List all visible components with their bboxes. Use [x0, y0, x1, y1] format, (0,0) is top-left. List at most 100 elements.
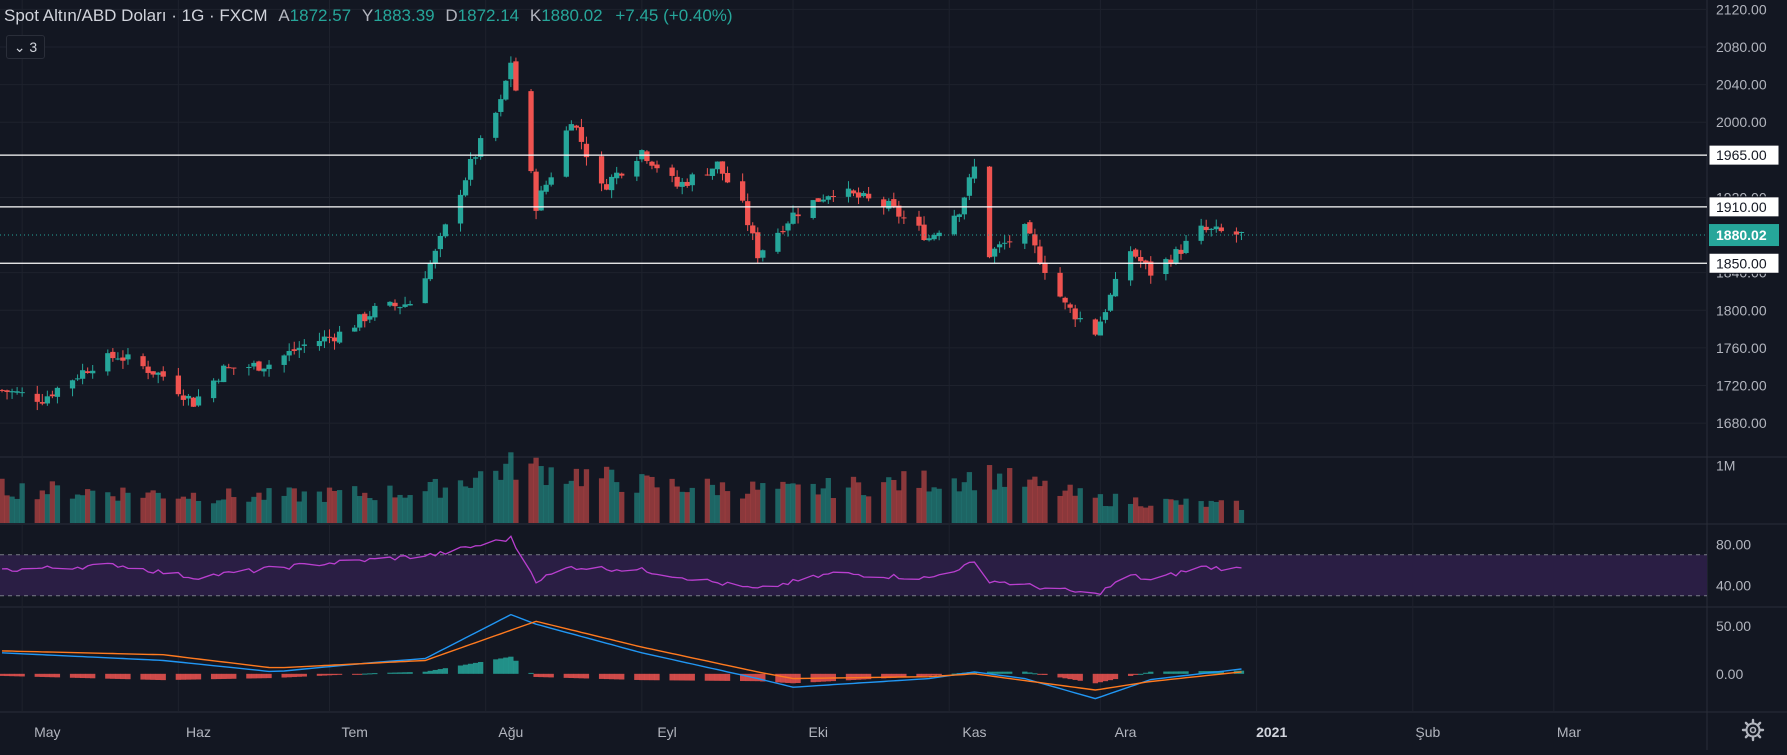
macd-histogram-bar — [79, 673, 86, 679]
volume-bar — [120, 487, 126, 523]
candle-body — [1057, 272, 1063, 297]
candle-body — [780, 231, 786, 233]
volume-bar — [986, 465, 993, 523]
macd-histogram-bar — [392, 672, 398, 674]
macd-histogram-bar — [1143, 672, 1149, 674]
candle-body — [286, 350, 292, 356]
candle-body — [724, 172, 731, 183]
volume-bar — [603, 466, 610, 523]
candle-body — [740, 181, 746, 201]
macd-histogram-bar — [644, 673, 650, 681]
volume-bar — [251, 496, 257, 523]
candle-body — [407, 303, 413, 306]
candle-body — [231, 367, 237, 369]
macd-histogram-bar — [74, 673, 81, 678]
volume-bar — [422, 491, 428, 523]
symbol-title[interactable]: Spot Altın/ABD Doları · 1G · FXCM — [4, 6, 268, 25]
volume-bar — [855, 482, 862, 523]
volume-bar — [1102, 506, 1109, 523]
gear-icon[interactable] — [1741, 718, 1765, 742]
macd-histogram-bar — [634, 673, 640, 680]
macd-histogram-bar — [1067, 673, 1073, 680]
indicators-toggle-button[interactable]: ⌄ 3 — [6, 35, 45, 59]
macd-histogram-bar — [69, 673, 76, 678]
volume-bar — [110, 496, 116, 523]
macd-histogram-bar — [1007, 671, 1013, 674]
macd-histogram-bar — [598, 673, 605, 679]
rsi-tick-label: 40.00 — [1716, 578, 1751, 594]
candle-body — [493, 112, 499, 138]
candle-body — [49, 394, 56, 397]
macd-histogram-bar — [1148, 671, 1154, 674]
candle-body — [105, 353, 111, 372]
candle-body — [845, 188, 852, 197]
volume-bar — [1163, 498, 1169, 523]
macd-histogram-bar — [578, 673, 585, 679]
time-axis-label: Ara — [1115, 724, 1137, 740]
candle-body — [190, 397, 197, 407]
candle-body — [9, 391, 15, 393]
candle-body — [150, 371, 156, 375]
volume-bar — [865, 496, 872, 523]
volume-bar — [432, 478, 438, 523]
volume-bar — [1112, 493, 1119, 523]
volume-bar — [830, 498, 836, 523]
macd-histogram-bar — [326, 673, 333, 676]
volume-bar — [755, 489, 761, 523]
candle-body — [714, 161, 721, 170]
volume-bar — [538, 466, 544, 523]
volume-bar — [573, 468, 580, 523]
candle-body — [790, 212, 796, 224]
candle-body — [709, 168, 716, 176]
time-axis-label: Eyl — [657, 724, 676, 740]
macd-histogram-bar — [508, 656, 514, 674]
macd-histogram-bar — [1022, 671, 1028, 674]
candle-body — [352, 327, 358, 332]
volume-bar — [881, 482, 887, 523]
candle-body — [1133, 249, 1139, 257]
volume-bar — [926, 491, 932, 523]
candle-body — [986, 166, 993, 258]
macd-histogram-bar — [689, 673, 695, 681]
horizontal-line-label: 1850.00 — [1716, 255, 1767, 271]
volume-bar — [155, 492, 161, 523]
candle-body — [891, 199, 897, 207]
volume-bar — [745, 493, 751, 523]
macd-histogram-bar — [936, 673, 942, 675]
macd-histogram-bar — [120, 673, 126, 680]
macd-histogram-bar — [543, 673, 549, 678]
candle-body — [926, 238, 932, 241]
volume-bar — [513, 479, 519, 523]
volume-bar — [367, 498, 373, 523]
macd-histogram-bar — [422, 671, 428, 674]
volume-bar — [528, 463, 534, 523]
macd-histogram-bar — [210, 673, 217, 680]
candle-body — [462, 180, 469, 196]
volume-bar — [679, 491, 685, 523]
macd-histogram-bar — [1102, 673, 1109, 682]
macd-histogram-bar — [407, 672, 413, 674]
macd-histogram-bar — [1032, 673, 1038, 675]
macd-histogram-bar — [684, 673, 690, 681]
macd-histogram-bar — [649, 673, 655, 681]
candle-body — [578, 127, 585, 142]
volume-bar — [246, 501, 252, 523]
macd-histogram-bar — [755, 673, 761, 682]
time-axis-label: Ağu — [498, 724, 523, 740]
macd-histogram-bar — [740, 673, 746, 682]
volume-bar — [810, 483, 816, 523]
candle-body — [568, 124, 574, 131]
time-axis-label: 2021 — [1256, 724, 1287, 740]
macd-histogram-bar — [921, 673, 927, 677]
volume-bar — [674, 486, 680, 523]
candle-body — [437, 236, 443, 250]
candle-body — [316, 341, 323, 347]
volume-bar — [457, 480, 464, 523]
candle-body — [855, 192, 862, 198]
macd-histogram-bar — [1178, 671, 1184, 674]
macd-histogram-bar — [291, 673, 297, 678]
volume-bar — [493, 470, 499, 523]
candle-body — [785, 223, 791, 231]
